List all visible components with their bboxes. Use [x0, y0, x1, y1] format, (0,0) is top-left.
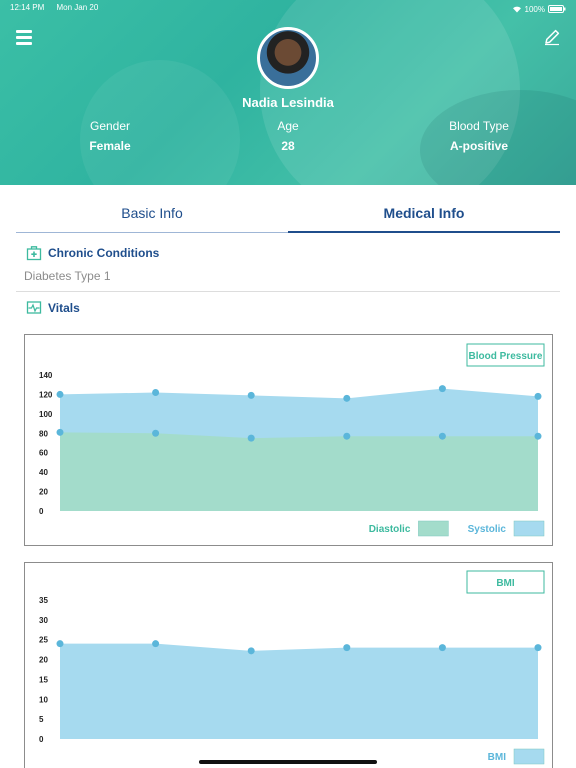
- stat-value: 28: [281, 139, 295, 153]
- data-point-systolic: [343, 394, 351, 402]
- y-tick-label: 35: [39, 596, 48, 605]
- bmi-chart: BMI 0 5 10 15 20 25 30 35 BMI: [39, 570, 545, 765]
- stat-value: A-positive: [449, 139, 508, 153]
- data-point-bmi: [247, 647, 255, 655]
- data-point-systolic: [438, 385, 446, 393]
- data-point-bmi: [438, 644, 446, 652]
- legend-swatch-bmi: [513, 748, 545, 765]
- chart-title: Blood Pressure: [469, 351, 543, 362]
- data-point-bmi: [56, 640, 64, 648]
- legend-label: Diastolic: [369, 524, 411, 535]
- battery-icon: [548, 5, 566, 13]
- stat-gender: Gender Female: [40, 119, 180, 153]
- hospital-icon: [26, 246, 42, 261]
- data-point-bmi: [152, 640, 160, 648]
- data-point-diastolic: [534, 432, 542, 440]
- home-indicator: [199, 760, 377, 764]
- y-tick-label: 0: [39, 507, 44, 516]
- stat-age: Age 28: [218, 119, 358, 153]
- vitals-monitor-icon: [26, 301, 42, 314]
- y-tick-label: 100: [39, 410, 53, 419]
- data-point-diastolic: [343, 432, 351, 440]
- tab-basic-info[interactable]: Basic Info: [16, 197, 288, 233]
- data-point-bmi: [343, 644, 351, 652]
- y-tick-label: 25: [39, 636, 48, 645]
- section-title: Vitals: [48, 301, 80, 315]
- chart-title-box: [466, 343, 545, 367]
- stat-label: Blood Type: [449, 119, 509, 133]
- section-title: Chronic Conditions: [48, 246, 160, 260]
- data-point-diastolic: [438, 432, 446, 440]
- y-tick-label: 140: [39, 371, 53, 380]
- divider: [16, 291, 560, 292]
- header-background-shape: [80, 60, 240, 185]
- series-area-bmi: [60, 643, 538, 739]
- data-point-systolic: [247, 391, 255, 399]
- chronic-conditions-header: Chronic Conditions: [26, 245, 159, 261]
- vitals-header: Vitals: [26, 300, 80, 316]
- data-point-systolic: [152, 388, 160, 396]
- bmi-chart-card: BMI 0 5 10 15 20 25 30 35 BMI: [24, 562, 553, 768]
- legend-label: Systolic: [468, 524, 507, 535]
- battery-percentage: 100%: [524, 4, 545, 14]
- patient-name: Nadia Lesindia: [242, 95, 334, 110]
- y-tick-label: 120: [39, 390, 53, 399]
- status-bar: 12:14 PM Mon Jan 20 100%: [10, 3, 566, 15]
- y-tick-label: 10: [39, 695, 48, 704]
- y-tick-label: 80: [39, 429, 48, 438]
- blood-pressure-chart-card: Blood Pressure 0 20 40 60 80 100 120 140 Systolic…: [24, 334, 553, 546]
- data-point-diastolic: [152, 429, 160, 437]
- legend-swatch-diastolic: [418, 520, 449, 537]
- stat-label: Gender: [89, 119, 131, 133]
- status-time: 12:14 PM: [10, 3, 45, 12]
- chart-title-box: [466, 570, 545, 594]
- tab-medical-info[interactable]: Medical Info: [288, 197, 560, 233]
- legend-label: BMI: [488, 752, 507, 763]
- stat-value: Female: [89, 139, 131, 153]
- y-tick-label: 40: [39, 468, 48, 477]
- stat-label: Age: [277, 119, 299, 133]
- hamburger-menu-icon[interactable]: [16, 30, 32, 45]
- y-tick-label: 0: [39, 735, 44, 744]
- avatar[interactable]: [257, 27, 319, 89]
- y-tick-label: 15: [39, 675, 48, 684]
- data-point-diastolic: [56, 428, 64, 436]
- status-date: Mon Jan 20: [56, 3, 99, 12]
- series-area-diastolic: [60, 432, 538, 511]
- condition-item: Diabetes Type 1: [24, 269, 111, 283]
- info-tabs: Basic Info Medical Info: [16, 197, 560, 233]
- y-tick-label: 20: [39, 488, 48, 497]
- data-point-diastolic: [247, 434, 255, 442]
- blood-pressure-chart: Blood Pressure 0 20 40 60 80 100 120 140 Systolic…: [39, 343, 545, 537]
- y-tick-label: 30: [39, 616, 48, 625]
- legend-swatch-systolic: [513, 520, 545, 537]
- chart-title: BMI: [496, 578, 515, 589]
- y-tick-label: 60: [39, 449, 48, 458]
- stat-blood-type: Blood Type A-positive: [409, 119, 549, 153]
- data-point-systolic: [534, 392, 542, 400]
- profile-header: 12:14 PM Mon Jan 20 100% Nadia Lesindia …: [0, 0, 576, 185]
- y-tick-label: 5: [39, 715, 44, 724]
- y-tick-label: 20: [39, 656, 48, 665]
- data-point-bmi: [534, 644, 542, 652]
- wifi-icon: [512, 6, 521, 13]
- data-point-systolic: [56, 390, 64, 398]
- edit-pencil-icon[interactable]: [543, 28, 561, 46]
